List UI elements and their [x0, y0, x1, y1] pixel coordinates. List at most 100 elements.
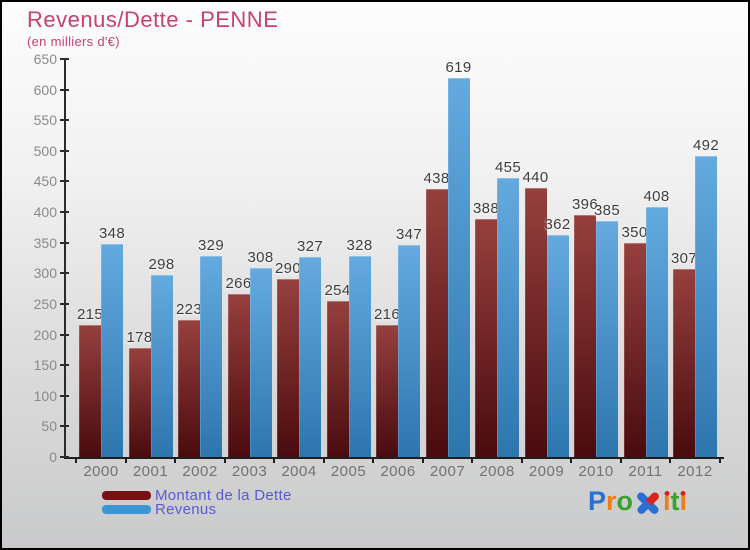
y-tick-label: 0: [49, 449, 57, 465]
y-tick-label: 650: [33, 51, 57, 67]
dette-bar: [326, 301, 349, 457]
x-axis-tick: [372, 459, 375, 463]
x-axis-tick: [174, 459, 177, 463]
dette-bar: [178, 320, 200, 457]
bar-value-label: 347: [396, 225, 422, 243]
y-tick-label: 550: [33, 112, 57, 129]
y-tick: [60, 456, 69, 458]
y-tick: [60, 180, 69, 183]
logo-letter-x: [635, 490, 661, 516]
revenus-bar: [596, 221, 618, 457]
y-tick-label: 350: [33, 234, 57, 251]
legend-swatch-dette: [102, 490, 151, 500]
revenus-bar: [200, 255, 222, 457]
chart-subtitle: (en milliers d'€): [27, 34, 120, 49]
x-axis-line: [64, 457, 724, 459]
dette-bar: [277, 279, 299, 457]
y-tick-label: 400: [33, 204, 57, 221]
y-tick: [60, 302, 69, 305]
logo-letter-i: ı: [663, 486, 671, 516]
legend-swatch-revenus: [102, 504, 151, 514]
bar-value-label: 298: [148, 255, 175, 273]
y-tick: [60, 58, 69, 60]
bar-group: 254 328: [325, 59, 372, 457]
legend: Montant de la Dette Revenus: [102, 486, 292, 518]
year-label: 2008: [479, 463, 515, 480]
bar-group: 388 455: [473, 59, 521, 457]
y-tick-label: 600: [33, 81, 57, 98]
dette-bar: [524, 187, 547, 457]
y-tick: [60, 211, 69, 214]
year-label: 2009: [528, 463, 565, 480]
x-axis-tick: [718, 459, 721, 463]
bar-value-label: 223: [176, 301, 202, 319]
x-axis-tick: [273, 459, 276, 463]
year-label: 2006: [380, 463, 416, 480]
bar-value-label: 362: [544, 216, 571, 234]
y-tick-label: 250: [33, 295, 57, 312]
bar-value-label: 396: [572, 195, 598, 213]
year-label: 2004: [281, 463, 317, 480]
bar-group: 223 329: [176, 59, 224, 457]
bar-group: 178 298: [127, 59, 174, 457]
y-tick: [60, 394, 69, 397]
y-tick-label: 100: [33, 387, 57, 404]
dette-bar: [623, 242, 646, 457]
dette-bar: [425, 188, 448, 457]
x-axis-tick: [570, 459, 573, 463]
legend-label-dette: Montant de la Dette: [155, 486, 292, 504]
dette-bar: [574, 214, 596, 457]
x-axis-tick: [223, 459, 226, 463]
bar-group: 438 619: [424, 59, 471, 457]
dette-bar: [475, 219, 497, 457]
y-tick: [60, 149, 69, 152]
bar-value-label: 215: [77, 306, 103, 324]
bar-value-label: 438: [423, 169, 450, 187]
bar-value-label: 307: [671, 250, 697, 268]
bar-value-label: 216: [374, 305, 400, 323]
revenus-bar: [101, 243, 123, 457]
y-tick: [60, 425, 69, 428]
x-axis-tick: [421, 459, 424, 463]
y-tick-label: 450: [33, 173, 57, 190]
y-tick-label: 200: [33, 326, 57, 343]
plot-area: 215 348 178 298 223 329 266 308 290 327 254 328 216 3…: [64, 59, 724, 457]
logo-letter-o: o: [616, 486, 634, 516]
year-label: 2011: [628, 463, 663, 480]
dette-bar: [79, 325, 101, 457]
dette-bar: [227, 294, 250, 457]
revenus-bar: [249, 268, 272, 457]
y-tick: [60, 333, 69, 336]
revenus-bar: [150, 274, 173, 457]
x-axis-tick: [669, 459, 672, 463]
dette-bar: [673, 269, 695, 457]
revenus-bar: [546, 235, 569, 457]
bar-value-label: 328: [346, 237, 373, 255]
bar-group: 215 348: [77, 59, 125, 457]
year-label: 2005: [330, 463, 367, 480]
bar-group: 216 347: [374, 59, 422, 457]
revenus-bar: [447, 77, 470, 457]
x-axis-tick: [619, 459, 622, 463]
y-tick-label: 50: [41, 418, 57, 435]
legend-label-revenus: Revenus: [155, 500, 217, 518]
year-label: 2010: [578, 463, 614, 480]
bar-group: 396 385: [572, 59, 620, 457]
year-label: 2000: [83, 463, 119, 480]
bar-value-label: 350: [621, 223, 648, 241]
y-tick: [60, 272, 69, 275]
logo-letter-r: r: [606, 486, 617, 516]
revenus-bar: [348, 256, 371, 457]
bar-value-label: 385: [594, 202, 620, 220]
revenus-bar: [299, 256, 321, 457]
bar-value-label: 178: [126, 329, 153, 347]
bar-value-label: 290: [275, 260, 301, 278]
legend-item-dette: Montant de la Dette: [102, 486, 292, 504]
logo-letter-p: P: [588, 486, 607, 516]
bar-value-label: 492: [693, 136, 719, 154]
bar-group: 350 408: [622, 59, 669, 457]
dette-bar: [376, 324, 398, 457]
bar-value-label: 266: [225, 275, 252, 293]
